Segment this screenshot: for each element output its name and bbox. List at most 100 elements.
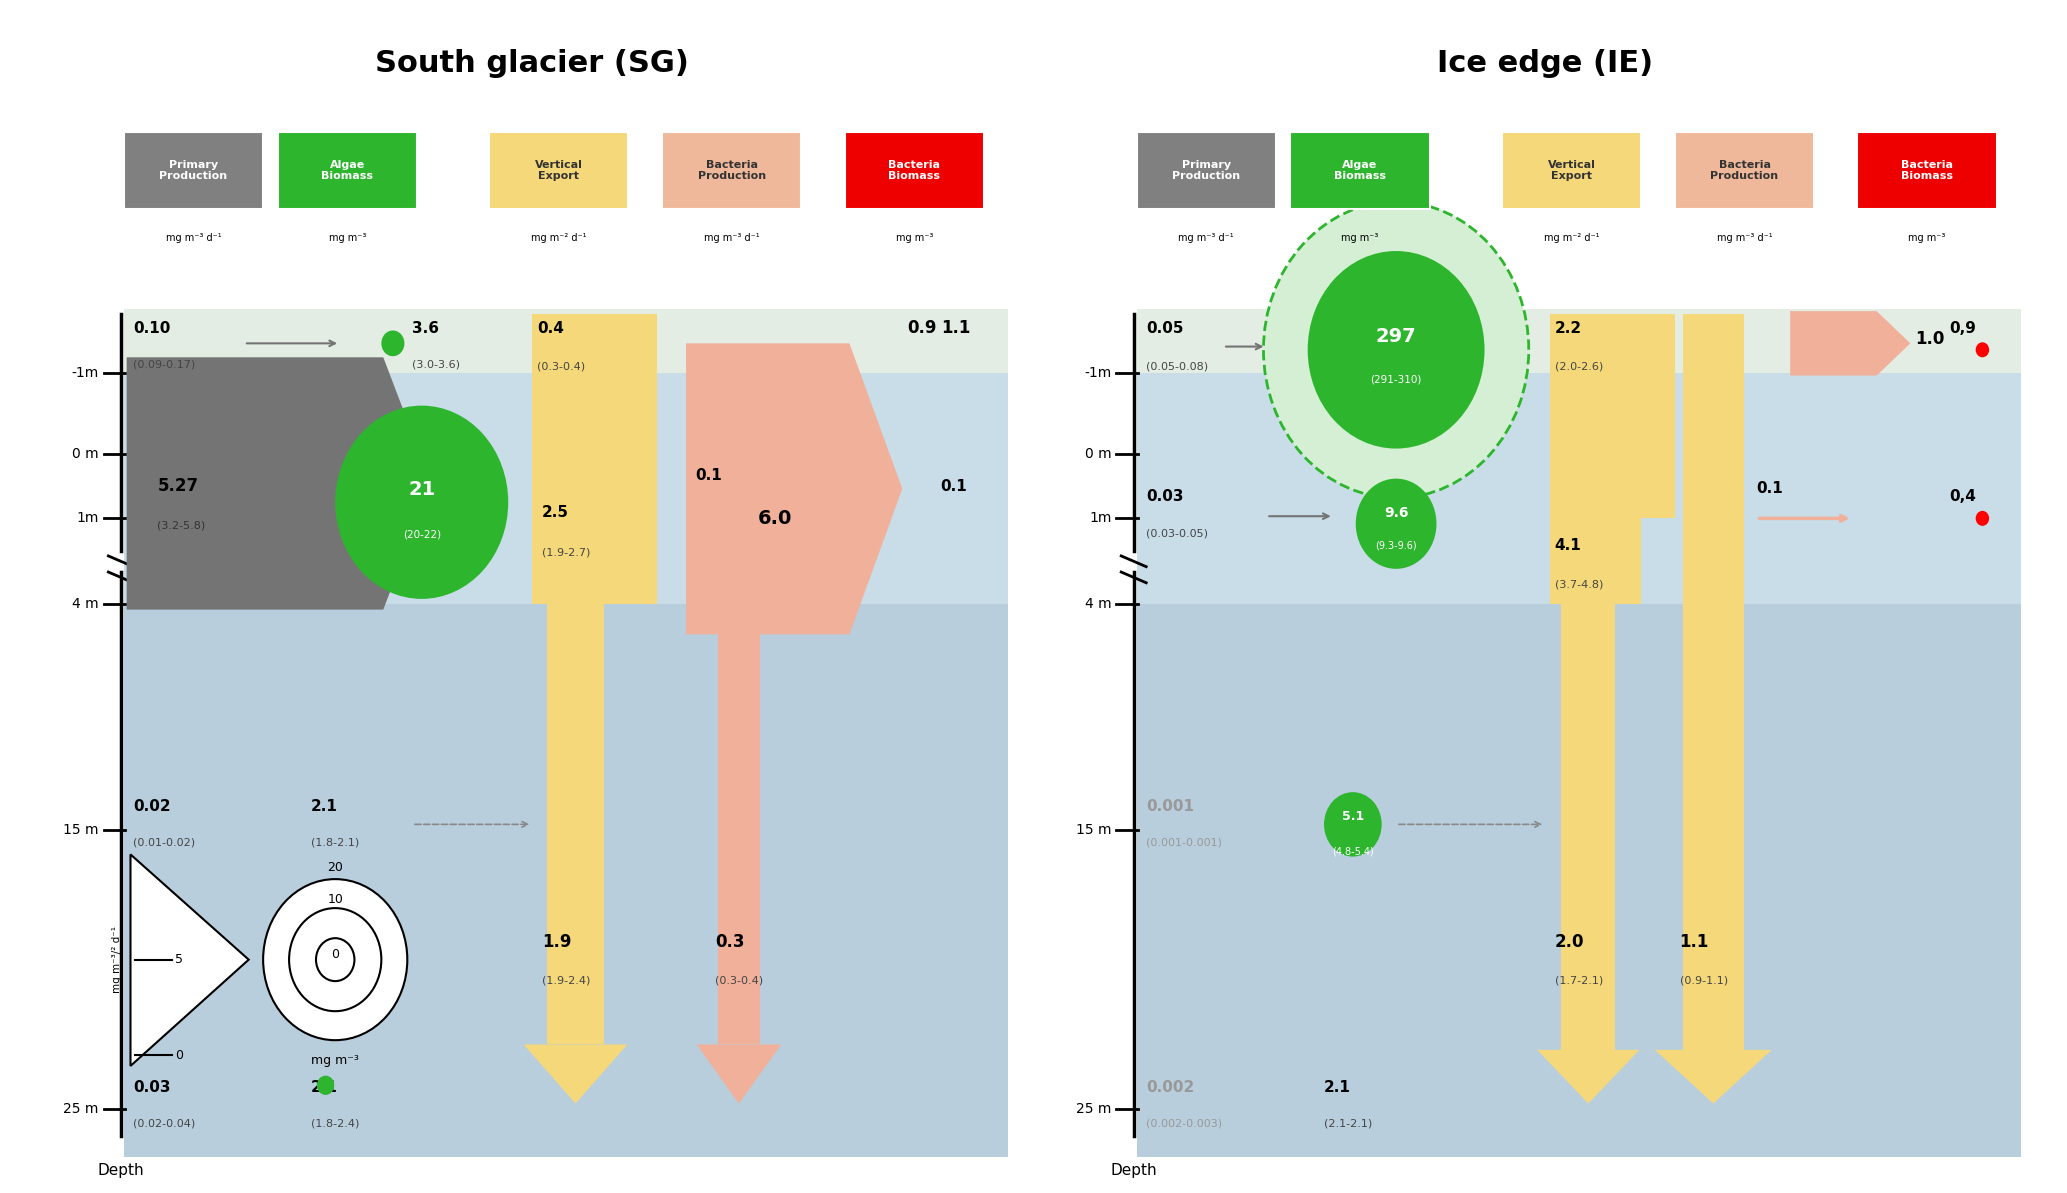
Text: 4.1: 4.1 (1554, 538, 1581, 552)
Text: (20-22): (20-22) (403, 530, 440, 539)
Circle shape (289, 908, 380, 1012)
FancyBboxPatch shape (490, 131, 628, 209)
Text: mg m⁻³ d⁻¹: mg m⁻³ d⁻¹ (1178, 233, 1234, 242)
Text: (291-310): (291-310) (1370, 375, 1422, 385)
Text: mg m⁻³: mg m⁻³ (329, 233, 366, 242)
Text: 1.9: 1.9 (542, 933, 570, 952)
Text: Algae
Biomass: Algae Biomass (1333, 160, 1387, 181)
Polygon shape (697, 1045, 781, 1104)
Text: 25 m: 25 m (1077, 1102, 1112, 1115)
Circle shape (335, 406, 508, 599)
Circle shape (1308, 251, 1484, 449)
Text: 3.6: 3.6 (411, 321, 438, 335)
Bar (1137, 604, 2022, 1157)
Text: 2.0: 2.0 (1554, 933, 1583, 952)
Circle shape (316, 1076, 335, 1095)
Text: (0.01-0.02): (0.01-0.02) (134, 837, 196, 847)
Text: -1m: -1m (1085, 366, 1112, 381)
Text: (0.002-0.003): (0.002-0.003) (1147, 1119, 1222, 1129)
Text: 25 m: 25 m (64, 1102, 99, 1115)
Text: (1.9-2.7): (1.9-2.7) (542, 548, 591, 557)
Bar (124, 373, 1009, 604)
Text: (3.7-4.8): (3.7-4.8) (1554, 580, 1604, 589)
Text: (0.02-0.04): (0.02-0.04) (134, 1119, 196, 1129)
Text: (1.9-2.4): (1.9-2.4) (542, 975, 591, 985)
Text: 297: 297 (1377, 327, 1416, 346)
Text: 0 m: 0 m (1085, 447, 1112, 460)
Text: mg m⁻³ d⁻¹: mg m⁻³ d⁻¹ (165, 233, 221, 242)
Bar (1137, 373, 2022, 604)
FancyBboxPatch shape (1137, 131, 1275, 209)
Text: 0.02: 0.02 (134, 798, 172, 814)
Text: (3.2-5.8): (3.2-5.8) (157, 521, 205, 531)
Circle shape (263, 879, 407, 1040)
Text: Primary
Production: Primary Production (159, 160, 227, 181)
Circle shape (1356, 478, 1437, 569)
Text: (2.1-2.1): (2.1-2.1) (1325, 1119, 1372, 1129)
Text: -1m: -1m (72, 366, 99, 381)
Text: 0.03: 0.03 (134, 1080, 172, 1095)
Text: (3.0-3.6): (3.0-3.6) (411, 360, 461, 370)
Text: mg m⁻³: mg m⁻³ (312, 1055, 360, 1067)
Polygon shape (1790, 311, 1910, 376)
Text: mg m⁻³ d⁻¹: mg m⁻³ d⁻¹ (705, 233, 759, 242)
Title: South glacier (SG): South glacier (SG) (376, 49, 688, 79)
Text: 15 m: 15 m (1077, 823, 1112, 836)
Text: 9.6: 9.6 (1383, 506, 1408, 520)
Text: (0.03-0.05): (0.03-0.05) (1147, 528, 1209, 538)
Text: 5.1: 5.1 (1341, 810, 1364, 823)
Text: Depth: Depth (97, 1162, 145, 1177)
Bar (717, 604, 761, 1045)
Text: 5.27: 5.27 (157, 477, 198, 495)
Text: 0.03: 0.03 (1147, 489, 1184, 505)
Circle shape (1976, 511, 1988, 526)
Polygon shape (1538, 1050, 1639, 1104)
Text: 1.1: 1.1 (1680, 933, 1709, 952)
Text: (1.7-2.1): (1.7-2.1) (1554, 975, 1602, 985)
Text: Bacteria
Biomass: Bacteria Biomass (889, 160, 940, 181)
Text: (0.9-1.1): (0.9-1.1) (1680, 975, 1728, 985)
Text: 4 m: 4 m (72, 598, 99, 611)
Text: 6.0: 6.0 (759, 509, 792, 527)
Text: (0.3-0.4): (0.3-0.4) (537, 361, 585, 372)
Text: (4.8-5.4): (4.8-5.4) (1331, 846, 1375, 857)
Text: 0.3: 0.3 (715, 933, 744, 952)
Text: Bacteria
Biomass: Bacteria Biomass (1902, 160, 1953, 181)
Text: 0.4: 0.4 (537, 321, 564, 335)
Text: (1.8-2.4): (1.8-2.4) (312, 1119, 360, 1129)
Text: 1.0: 1.0 (1916, 330, 1945, 348)
Text: 0.1: 0.1 (697, 468, 721, 483)
Text: 0.1: 0.1 (1757, 481, 1784, 496)
Text: 20: 20 (327, 861, 343, 873)
Bar (533, 314, 657, 455)
Text: (2.0-2.6): (2.0-2.6) (1554, 361, 1602, 372)
Text: (1.8-2.1): (1.8-2.1) (312, 837, 360, 847)
Text: 0: 0 (331, 947, 339, 960)
Text: 2.1: 2.1 (312, 798, 339, 814)
Bar (546, 604, 604, 1045)
Bar (1550, 314, 1674, 518)
Text: 2.1: 2.1 (312, 1080, 339, 1095)
Text: 0,9: 0,9 (1949, 321, 1976, 335)
Text: 2.5: 2.5 (542, 506, 568, 520)
Text: 0.05: 0.05 (1147, 321, 1184, 335)
Text: Vertical
Export: Vertical Export (1548, 160, 1596, 181)
Text: 0.1: 0.1 (940, 478, 967, 494)
FancyBboxPatch shape (1503, 131, 1641, 209)
Circle shape (316, 938, 353, 981)
Text: Algae
Biomass: Algae Biomass (320, 160, 374, 181)
FancyBboxPatch shape (661, 131, 802, 209)
Bar (1137, 309, 2022, 373)
Text: mg m⁻³: mg m⁻³ (895, 233, 932, 242)
Text: Depth: Depth (1110, 1162, 1158, 1177)
Text: Vertical
Export: Vertical Export (535, 160, 583, 181)
Circle shape (1263, 202, 1530, 497)
FancyBboxPatch shape (845, 131, 984, 209)
Text: 0: 0 (176, 1049, 182, 1062)
Text: 2.1: 2.1 (1325, 1080, 1352, 1095)
FancyBboxPatch shape (1858, 131, 1997, 209)
FancyBboxPatch shape (1674, 131, 1815, 209)
Text: 0.002: 0.002 (1147, 1080, 1195, 1095)
FancyBboxPatch shape (1290, 131, 1430, 209)
Text: 1.1: 1.1 (940, 320, 969, 338)
